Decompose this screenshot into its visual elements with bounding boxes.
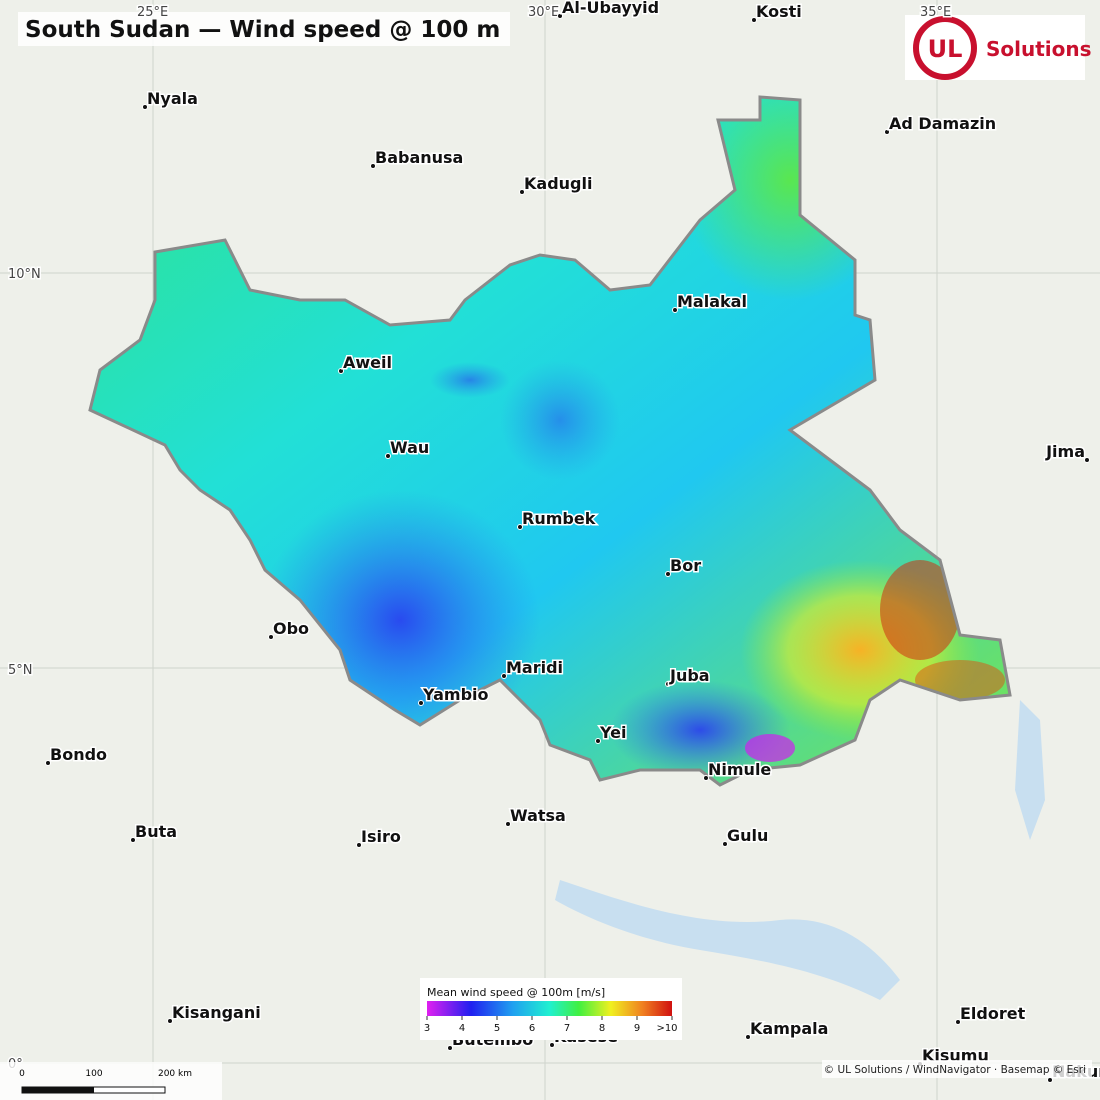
legend-tick-label: 8 (599, 1023, 605, 1034)
legend-tick-label: 7 (564, 1023, 570, 1034)
city-label: Bondo (50, 745, 107, 764)
city-dot (745, 1034, 751, 1040)
city-dot (955, 1019, 961, 1025)
city-label: Yei (599, 723, 626, 742)
legend-tick-label: 3 (424, 1023, 430, 1034)
attribution-bg (822, 1060, 1092, 1078)
colorbar (427, 1001, 672, 1016)
logo-ring (913, 16, 977, 80)
city-label: Babanusa (375, 148, 463, 167)
city-label: Wau (390, 438, 429, 457)
map-title: South Sudan — Wind speed @ 100 m (25, 17, 500, 43)
city-dot (517, 524, 523, 530)
city-label: Kisangani (172, 1003, 261, 1022)
graticule-label: 5°N (8, 663, 33, 678)
city-label: Ad Damazin (889, 114, 996, 133)
city-label: Kampala (750, 1019, 828, 1038)
city-label: Kadugli (524, 174, 592, 193)
legend-tick-label: 6 (529, 1023, 535, 1034)
legend-ticks: 3 4 5 6 7 8 9 >10 (424, 1016, 678, 1034)
city-label: Aweil (343, 353, 392, 372)
city-label: Kosti (756, 2, 802, 21)
city-dot (595, 738, 601, 744)
scale-label: 100 (85, 1069, 102, 1079)
city-label: Yambio (422, 685, 489, 704)
city-dot (418, 700, 424, 706)
city-dot (501, 673, 507, 679)
city-label: Jima (1045, 442, 1085, 461)
city-dot (519, 189, 525, 195)
city-label: Gulu (727, 826, 768, 845)
lake (1015, 700, 1045, 840)
legend-tick-label: 9 (634, 1023, 640, 1034)
city-dot (370, 163, 376, 169)
graticule-label: 35°E (920, 5, 951, 20)
city-dot (672, 307, 678, 313)
legend-tick-label: >10 (656, 1023, 677, 1034)
city-dot (884, 129, 890, 135)
graticule-label: 10°N (8, 267, 41, 282)
scale-segment (22, 1087, 94, 1093)
legend-tick-label: 4 (459, 1023, 465, 1034)
city-dot (722, 841, 728, 847)
city-label: Malakal (677, 292, 747, 311)
city-label: Bor (670, 556, 701, 575)
city-dot (338, 368, 344, 374)
city-label: Rumbek (522, 509, 596, 528)
city-label: Watsa (510, 806, 566, 825)
city-dot (385, 453, 391, 459)
city-dot (356, 842, 362, 848)
city-label: Eldoret (960, 1004, 1026, 1023)
logo-text: Solutions (986, 37, 1092, 61)
city-dot (268, 634, 274, 640)
legend-title: Mean wind speed @ 100m [m/s] (427, 986, 605, 999)
city-label: Obo (273, 619, 309, 638)
city-label: Isiro (361, 827, 401, 846)
city-dot (167, 1018, 173, 1024)
city-dot (549, 1042, 555, 1048)
city-label: Nimule (708, 760, 771, 779)
city-label: Nyala (147, 89, 198, 108)
city-dot (130, 837, 136, 843)
scale-label: 0 (19, 1069, 25, 1079)
city-dot (447, 1045, 453, 1051)
city-dot (751, 17, 757, 23)
title-bg (18, 12, 510, 46)
city-dot (703, 775, 709, 781)
city-dot (142, 104, 148, 110)
city-label: Al-Ubayyid (562, 0, 659, 17)
graticule-label: 25°E (137, 5, 168, 20)
city-label: Juba (669, 666, 710, 685)
city-dot (665, 681, 671, 687)
scale-label: 200 km (158, 1069, 192, 1079)
city-dot (665, 571, 671, 577)
city-label: Buta (135, 822, 177, 841)
graticule-label: 30°E (528, 5, 559, 20)
attribution: © UL Solutions / WindNavigator · Basemap… (824, 1064, 1086, 1076)
city-label: Maridi (506, 658, 563, 677)
logo-mark: UL (928, 35, 963, 63)
city-dot (557, 13, 563, 19)
lake (555, 880, 900, 1000)
scale-bg (0, 1062, 222, 1100)
city-dot (45, 760, 51, 766)
city-dot (1084, 457, 1090, 463)
legend-tick-label: 5 (494, 1023, 500, 1034)
city-dot (505, 821, 511, 827)
